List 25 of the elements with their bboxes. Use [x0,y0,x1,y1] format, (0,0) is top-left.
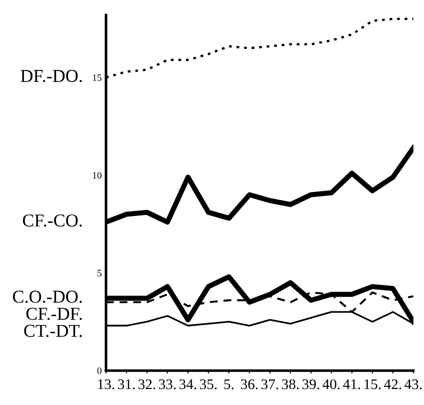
y-tick-label: 15 [92,74,102,81]
y-tick-label: 10 [92,172,102,179]
x-tick-label: 13. [98,379,114,390]
x-tick-label: 38. [282,379,299,390]
x-tick-label: 34. [180,379,196,390]
x-tick-label: 40. [322,379,340,390]
series-label: CT.-DT. [24,324,82,338]
x-tick-label: 41. [343,379,360,390]
series-label: CF.-CO. [22,214,82,227]
x-tick-label: 35. [200,379,217,390]
y-tick-label: 5 [98,270,102,276]
x-tick-label: 39. [302,379,320,390]
series-label: C.O.-DO. [12,290,82,303]
x-tick-label: 32. [138,379,156,390]
x-tick-label: 37. [262,379,278,390]
x-tick-label: 31. [118,379,135,390]
x-tick-label: 42. [384,379,402,390]
x-tick-label: 15. [364,379,381,390]
x-tick-label: 33. [159,379,176,390]
x-tick-label: 36. [241,379,258,390]
x-tick-label: 43. [404,379,422,390]
y-tick-label: 0 [97,367,102,374]
x-tick-label: 5. [224,379,234,390]
series-label: CF.-DF. [26,308,82,320]
series-label: DF.-DO. [20,70,82,82]
